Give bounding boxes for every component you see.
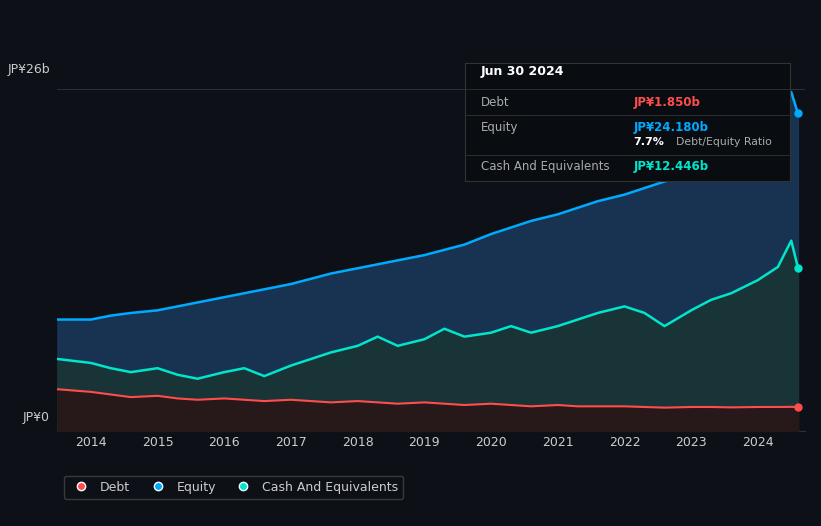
Text: Equity: Equity: [481, 122, 518, 135]
Text: JP¥26b: JP¥26b: [7, 63, 50, 76]
Text: JP¥12.446b: JP¥12.446b: [634, 160, 709, 173]
Text: Jun 30 2024: Jun 30 2024: [481, 65, 564, 78]
Text: JP¥0: JP¥0: [23, 411, 50, 424]
Text: Cash And Equivalents: Cash And Equivalents: [481, 160, 609, 173]
Text: Debt: Debt: [481, 96, 510, 108]
Text: Debt/Equity Ratio: Debt/Equity Ratio: [676, 137, 772, 147]
Text: JP¥24.180b: JP¥24.180b: [634, 122, 709, 135]
Legend: Debt, Equity, Cash And Equivalents: Debt, Equity, Cash And Equivalents: [64, 476, 403, 499]
Text: 7.7%: 7.7%: [634, 137, 664, 147]
Text: JP¥1.850b: JP¥1.850b: [634, 96, 700, 108]
